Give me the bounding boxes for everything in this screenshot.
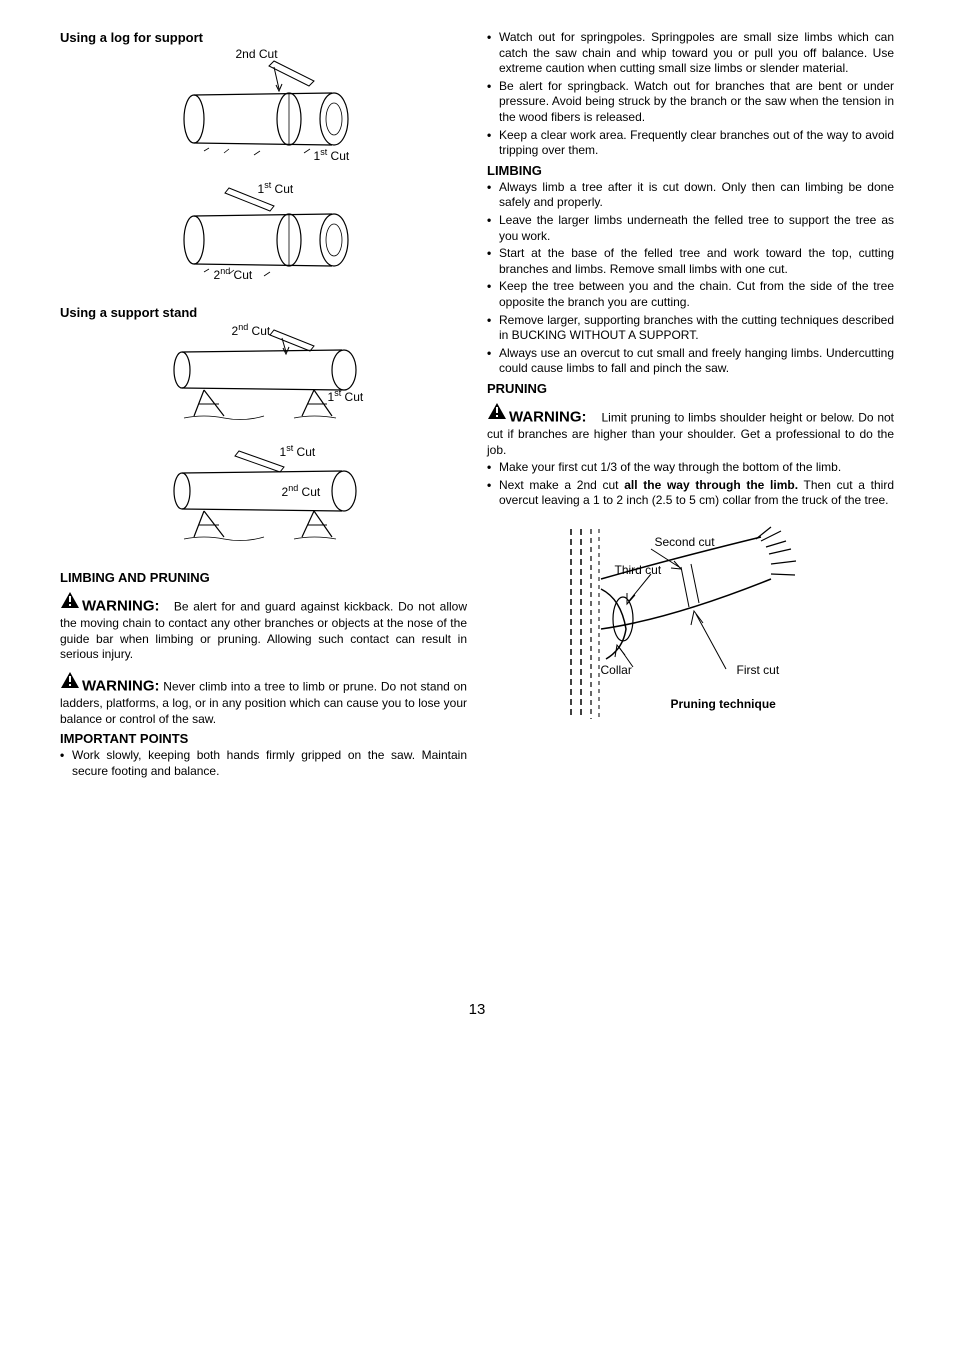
limbing-item-1: Leave the larger limbs underneath the fe…	[487, 213, 894, 244]
warn3-label: WARNING:	[509, 408, 587, 425]
warning-icon-3	[487, 402, 507, 425]
limbing-item-5: Always use an overcut to cut small and f…	[487, 346, 894, 377]
log-diagram-svg-2	[174, 184, 354, 284]
label-first-cut: First cut	[737, 663, 780, 677]
warning-pruning: WARNING: Limit pruning to limbs shoulder…	[487, 402, 894, 458]
bullet-clear-area: Keep a clear work area. Frequently clear…	[487, 128, 894, 159]
limbing-item-0: Always limb a tree after it is cut down.…	[487, 180, 894, 211]
left-column: Using a log for support	[60, 30, 467, 781]
pruning-heading: PRUNING	[487, 381, 894, 396]
warn2-label: WARNING:	[82, 677, 160, 694]
warning1-full: WARNING: Be alert for and guard against …	[60, 591, 467, 663]
warning-icon-2	[60, 671, 80, 694]
diagram3-label-2nd: 2nd Cut	[232, 322, 271, 338]
important-points-list: Work slowly, keeping both hands firmly g…	[60, 748, 467, 779]
diagram-log-support-1: 2nd Cut 1st Cut	[60, 53, 467, 168]
limbing-list: Always limb a tree after it is cut down.…	[487, 180, 894, 377]
bullet-springback: Be alert for springback. Watch out for b…	[487, 79, 894, 126]
pruning-technique-title: Pruning technique	[671, 697, 776, 711]
diagram3-label-1st: 1st Cut	[328, 388, 364, 404]
warning2-full: WARNING: Never climb into a tree to limb…	[60, 671, 467, 727]
warn1-label: WARNING:	[82, 598, 160, 615]
diagram-stand-1: 2nd Cut 1st Cut	[60, 328, 467, 433]
important-points-heading: IMPORTANT POINTS	[60, 731, 467, 746]
diagram2-label-2nd: 2nd Cut	[214, 266, 253, 282]
heading-log-support: Using a log for support	[60, 30, 467, 45]
diagram4-label-1st: 1st Cut	[280, 443, 316, 459]
section-limbing-pruning: LIMBING AND PRUNING	[60, 570, 467, 585]
label-second-cut: Second cut	[655, 535, 715, 549]
stand-diagram-svg-2	[164, 449, 364, 549]
label-collar: Collar	[601, 663, 632, 677]
diagram4-label-2nd: 2nd Cut	[282, 483, 321, 499]
limbing-item-4: Remove larger, supporting branches with …	[487, 313, 894, 344]
bullet-springpoles: Watch out for springpoles. Springpoles a…	[487, 30, 894, 77]
limbing-heading: LIMBING	[487, 163, 894, 178]
diagram-log-support-2: 1st Cut 2nd Cut	[60, 184, 467, 289]
label-third-cut: Third cut	[615, 563, 662, 577]
pruning-item-0: Make your first cut 1/3 of the way throu…	[487, 460, 894, 476]
pruning-item1-bold: all the way through the limb.	[624, 478, 798, 492]
right-column: Watch out for springpoles. Springpoles a…	[487, 30, 894, 781]
page-number: 13	[60, 1001, 894, 1018]
limbing-item-2: Start at the base of the felled tree and…	[487, 246, 894, 277]
pruning-diagram: Second cut Third cut Collar First cut Pr…	[551, 519, 831, 749]
diagram2-label-1st: 1st Cut	[258, 180, 294, 196]
stand-diagram-svg-1	[164, 328, 364, 428]
pruning-item-1: Next make a 2nd cut all the way through …	[487, 478, 894, 509]
limbing-item-3: Keep the tree between you and the chain.…	[487, 279, 894, 310]
warning-icon-1	[60, 591, 80, 614]
diagram1-label-2nd: 2nd Cut	[236, 47, 278, 61]
top-bullets: Watch out for springpoles. Springpoles a…	[487, 30, 894, 159]
heading-support-stand: Using a support stand	[60, 305, 467, 320]
important-point-item: Work slowly, keeping both hands firmly g…	[60, 748, 467, 779]
diagram1-label-1st: 1st Cut	[314, 147, 350, 163]
diagram-stand-2: 1st Cut 2nd Cut	[60, 449, 467, 554]
pruning-item1-prefix: Next make a 2nd cut	[499, 478, 624, 492]
pruning-list: Make your first cut 1/3 of the way throu…	[487, 460, 894, 509]
